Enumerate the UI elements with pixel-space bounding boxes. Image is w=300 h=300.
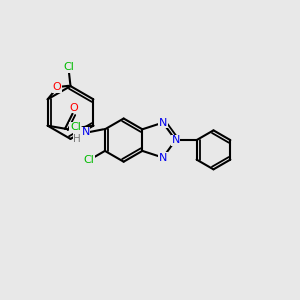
Text: N: N [159, 153, 167, 163]
Text: Cl: Cl [70, 122, 81, 132]
Text: N: N [171, 135, 180, 145]
Text: Cl: Cl [83, 155, 94, 165]
Text: N: N [82, 127, 90, 137]
Text: Cl: Cl [64, 62, 74, 72]
Text: O: O [69, 103, 78, 113]
Text: O: O [53, 82, 62, 92]
Text: N: N [159, 118, 167, 128]
Text: H: H [74, 134, 81, 144]
